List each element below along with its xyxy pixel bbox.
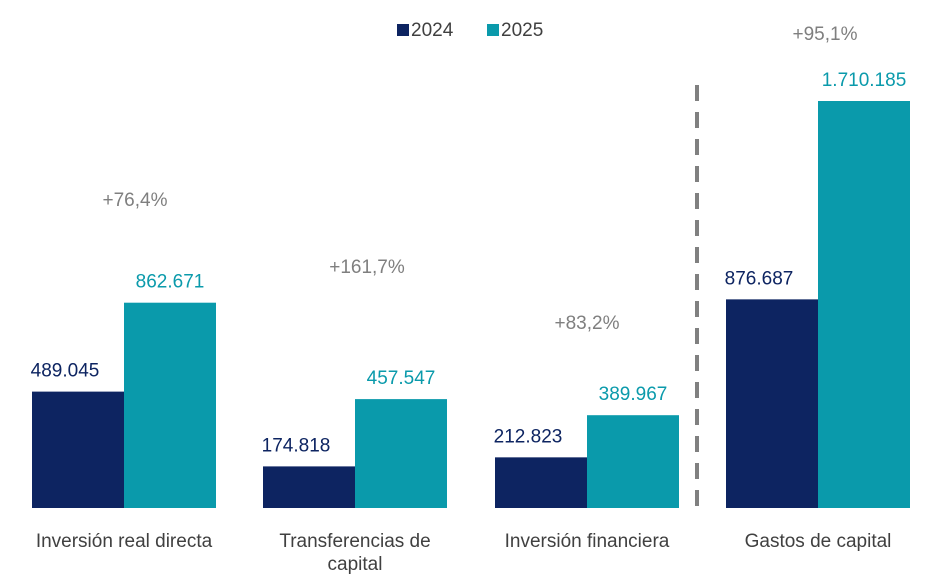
value-label: 212.823 [494,426,563,447]
bar [355,399,447,508]
value-label: 389.967 [599,384,668,405]
bar [263,466,355,508]
legend-swatch [397,24,409,36]
annotation: +161,7% [329,257,405,278]
legend-label: 2025 [501,20,543,41]
legend-label: 2024 [411,20,454,41]
x-tick-label: Inversión real directa [35,531,213,552]
bar [495,457,587,508]
x-tick-label: Transferencias de capital [279,531,431,575]
bar [32,391,124,508]
annotation: +76,4% [103,190,168,211]
x-tick-label: Gastos de capital [744,531,892,552]
value-label: 1.710.185 [822,70,907,91]
bar [726,299,818,508]
bar [124,302,216,508]
bar [818,101,910,508]
value-label: 876.687 [725,268,794,289]
value-label: 457.547 [367,368,436,389]
value-label: 174.818 [262,435,331,456]
value-label: 489.045 [31,361,100,382]
legend-swatch [487,24,499,36]
annotation: +95,1% [793,24,858,45]
x-tick-label: Inversión financiera [504,531,670,552]
value-label: 862.671 [136,272,205,293]
annotation: +83,2% [555,313,620,334]
bar [587,415,679,508]
